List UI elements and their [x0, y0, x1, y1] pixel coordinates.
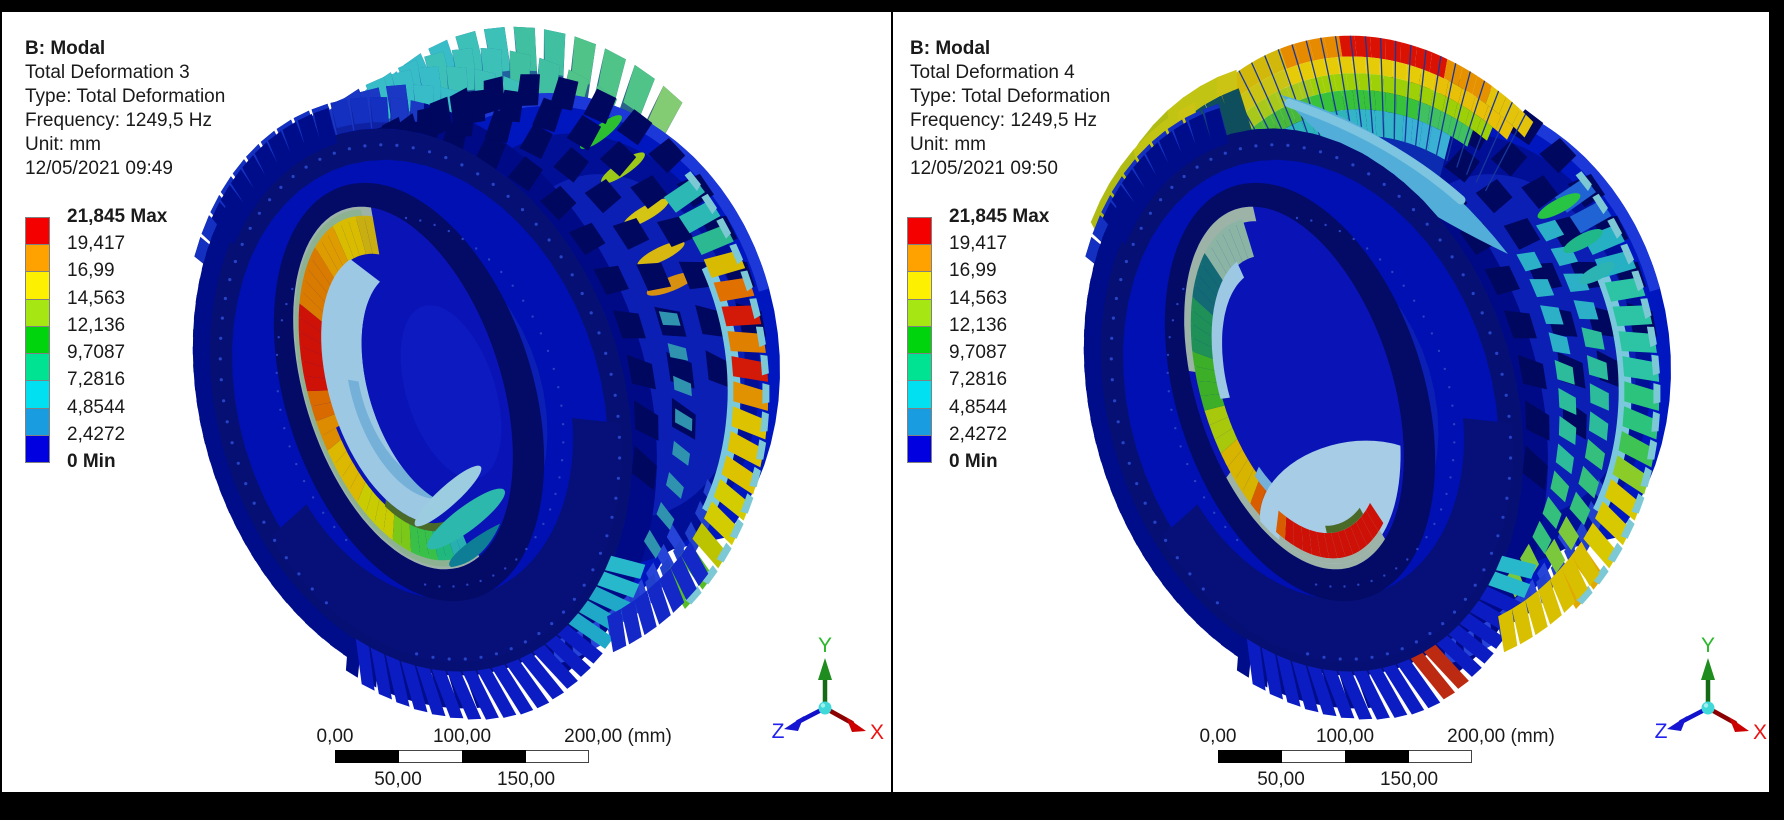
svg-text:Y: Y	[818, 634, 832, 657]
svg-text:Z: Z	[772, 720, 785, 743]
svg-text:Z: Z	[1655, 720, 1668, 743]
svg-text:X: X	[1753, 721, 1767, 744]
svg-text:Y: Y	[1701, 634, 1715, 657]
svg-text:X: X	[870, 721, 884, 744]
